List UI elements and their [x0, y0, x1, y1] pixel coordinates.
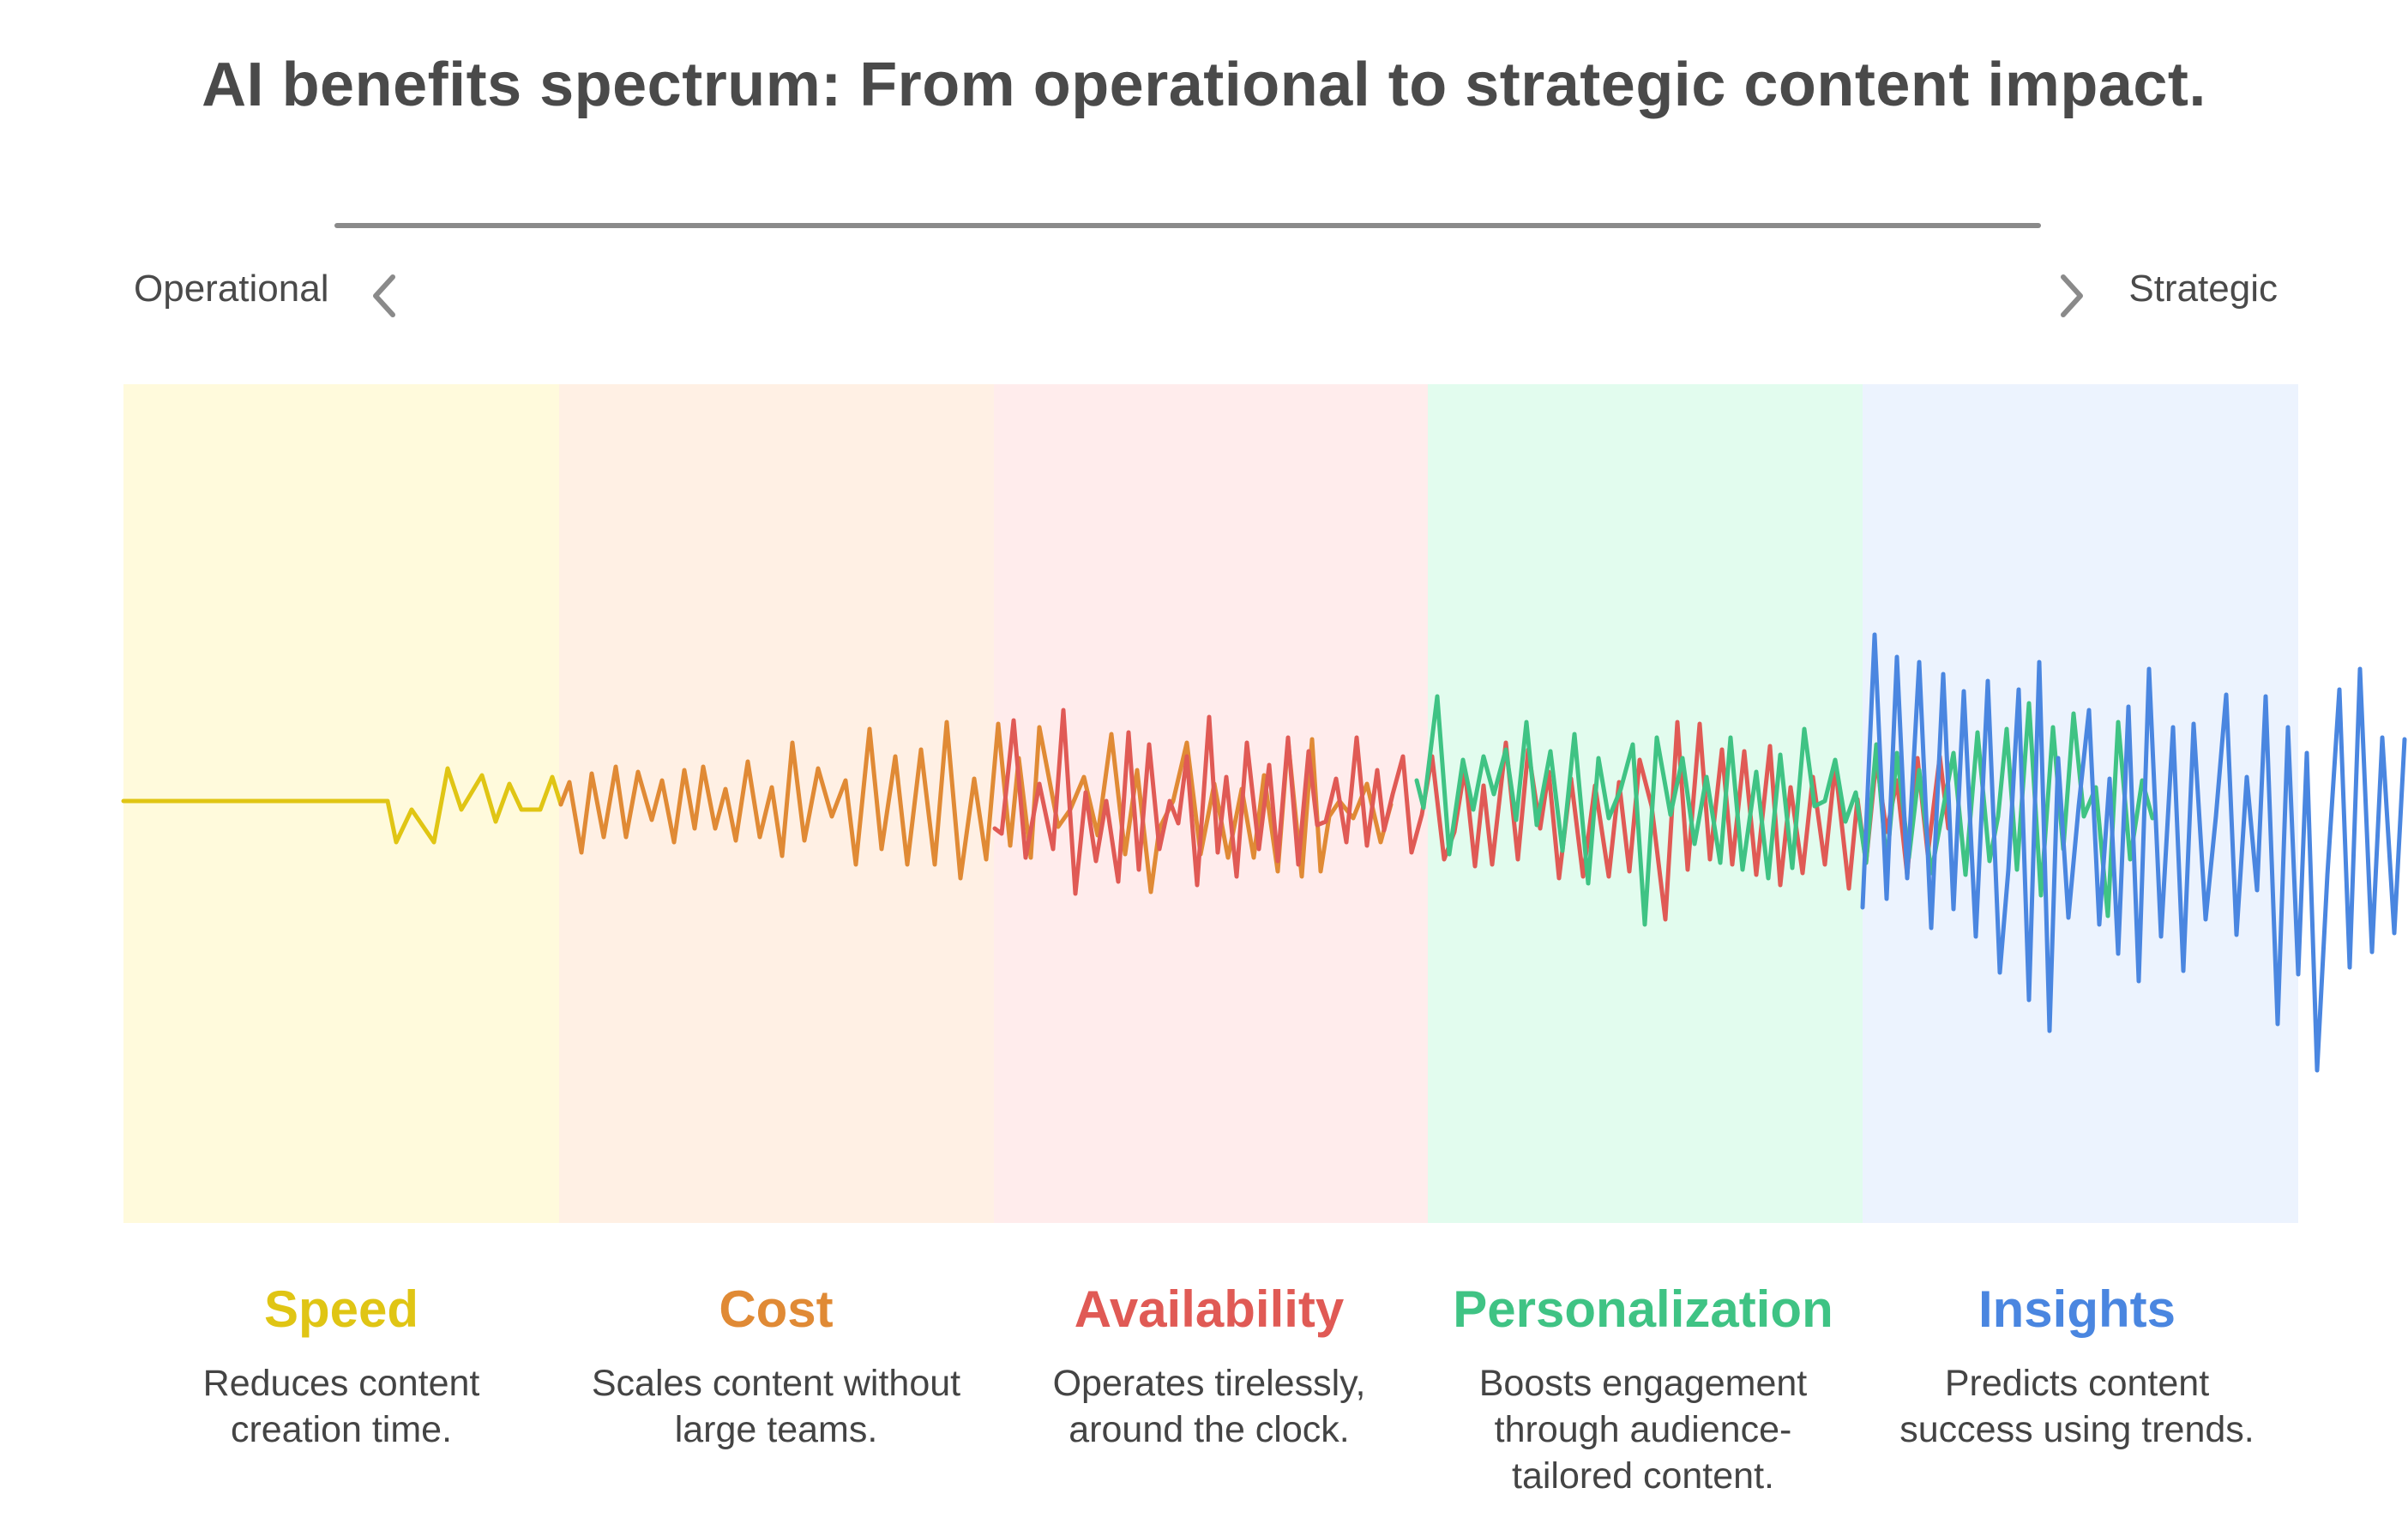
category-description: Scales content without large teams.	[591, 1363, 961, 1450]
chevron-right-icon	[2061, 274, 2083, 317]
band-speed	[123, 384, 559, 1223]
axis-label-operational: Operational	[134, 268, 329, 310]
category-cost: Cost Scales content without large teams.	[553, 1281, 999, 1453]
category-title: Personalization	[1453, 1280, 1833, 1338]
category-description: Predicts content success using trends.	[1899, 1363, 2254, 1450]
category-title: Availability	[1074, 1280, 1345, 1338]
spectrum-axis-line	[334, 223, 2041, 228]
category-description: Operates tirelessly, around the clock.	[1052, 1363, 1366, 1450]
axis-label-strategic: Strategic	[2128, 268, 2278, 310]
category-title: Cost	[719, 1280, 834, 1338]
category-description: Reduces content creation time.	[202, 1363, 480, 1450]
chevron-left-icon	[373, 274, 395, 317]
category-speed: Speed Reduces content creation time.	[118, 1281, 564, 1453]
category-insights: Insights Predicts content success using …	[1854, 1281, 2300, 1453]
category-availability: Availability Operates tirelessly, around…	[986, 1281, 1432, 1453]
page-title: AI benefits spectrum: From operational t…	[202, 51, 2206, 119]
category-title: Speed	[263, 1280, 419, 1338]
category-personalization: Personalization Boosts engagement throug…	[1420, 1281, 1866, 1499]
category-description: Boosts engagement through audience-tailo…	[1478, 1363, 1808, 1497]
wave-cost	[558, 720, 1394, 895]
wave-insights	[1860, 632, 2407, 1073]
wave-speed	[121, 766, 563, 845]
wave-personalization	[1414, 694, 2155, 927]
category-title: Insights	[1978, 1280, 2176, 1338]
